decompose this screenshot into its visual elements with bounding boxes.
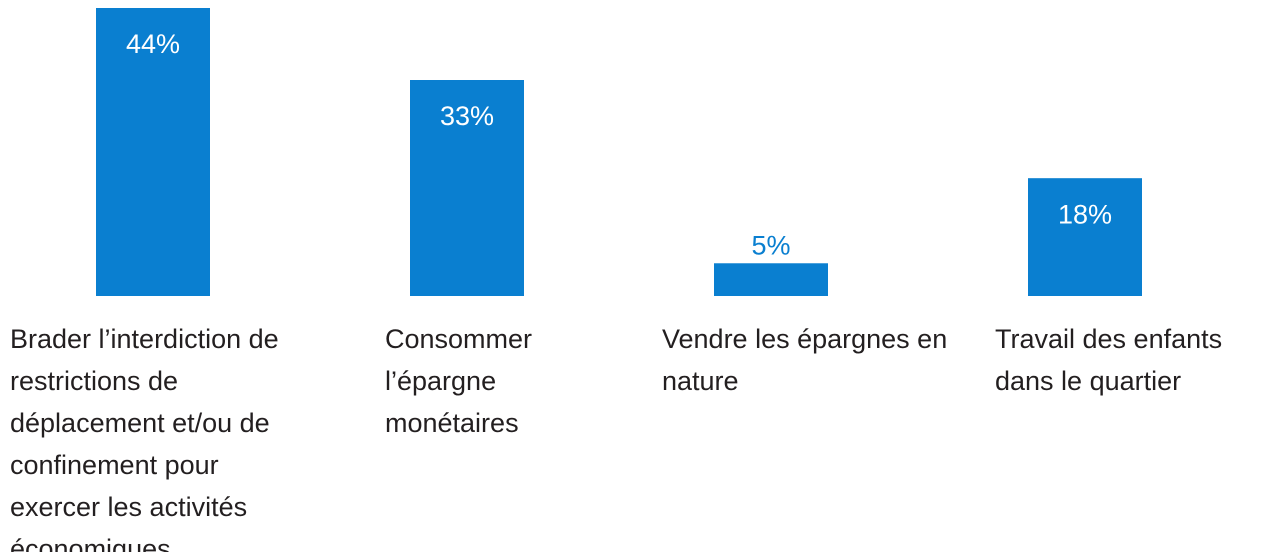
x-tick-label: Vendre les épargnes en nature xyxy=(662,324,948,396)
value-label: 5% xyxy=(751,230,790,260)
x-tick-label: Travail des enfants dans le quartier xyxy=(995,324,1223,396)
bar xyxy=(1028,178,1142,296)
x-tick-label: Brader l’interdiction de restrictions de… xyxy=(10,324,279,552)
value-label: 44% xyxy=(126,29,180,59)
bar xyxy=(96,8,210,296)
bar xyxy=(410,80,524,296)
value-label: 18% xyxy=(1058,199,1112,229)
x-tick-label: Consommer l’épargne monétaires xyxy=(385,324,533,438)
bar xyxy=(714,263,828,296)
value-label: 33% xyxy=(440,101,494,131)
